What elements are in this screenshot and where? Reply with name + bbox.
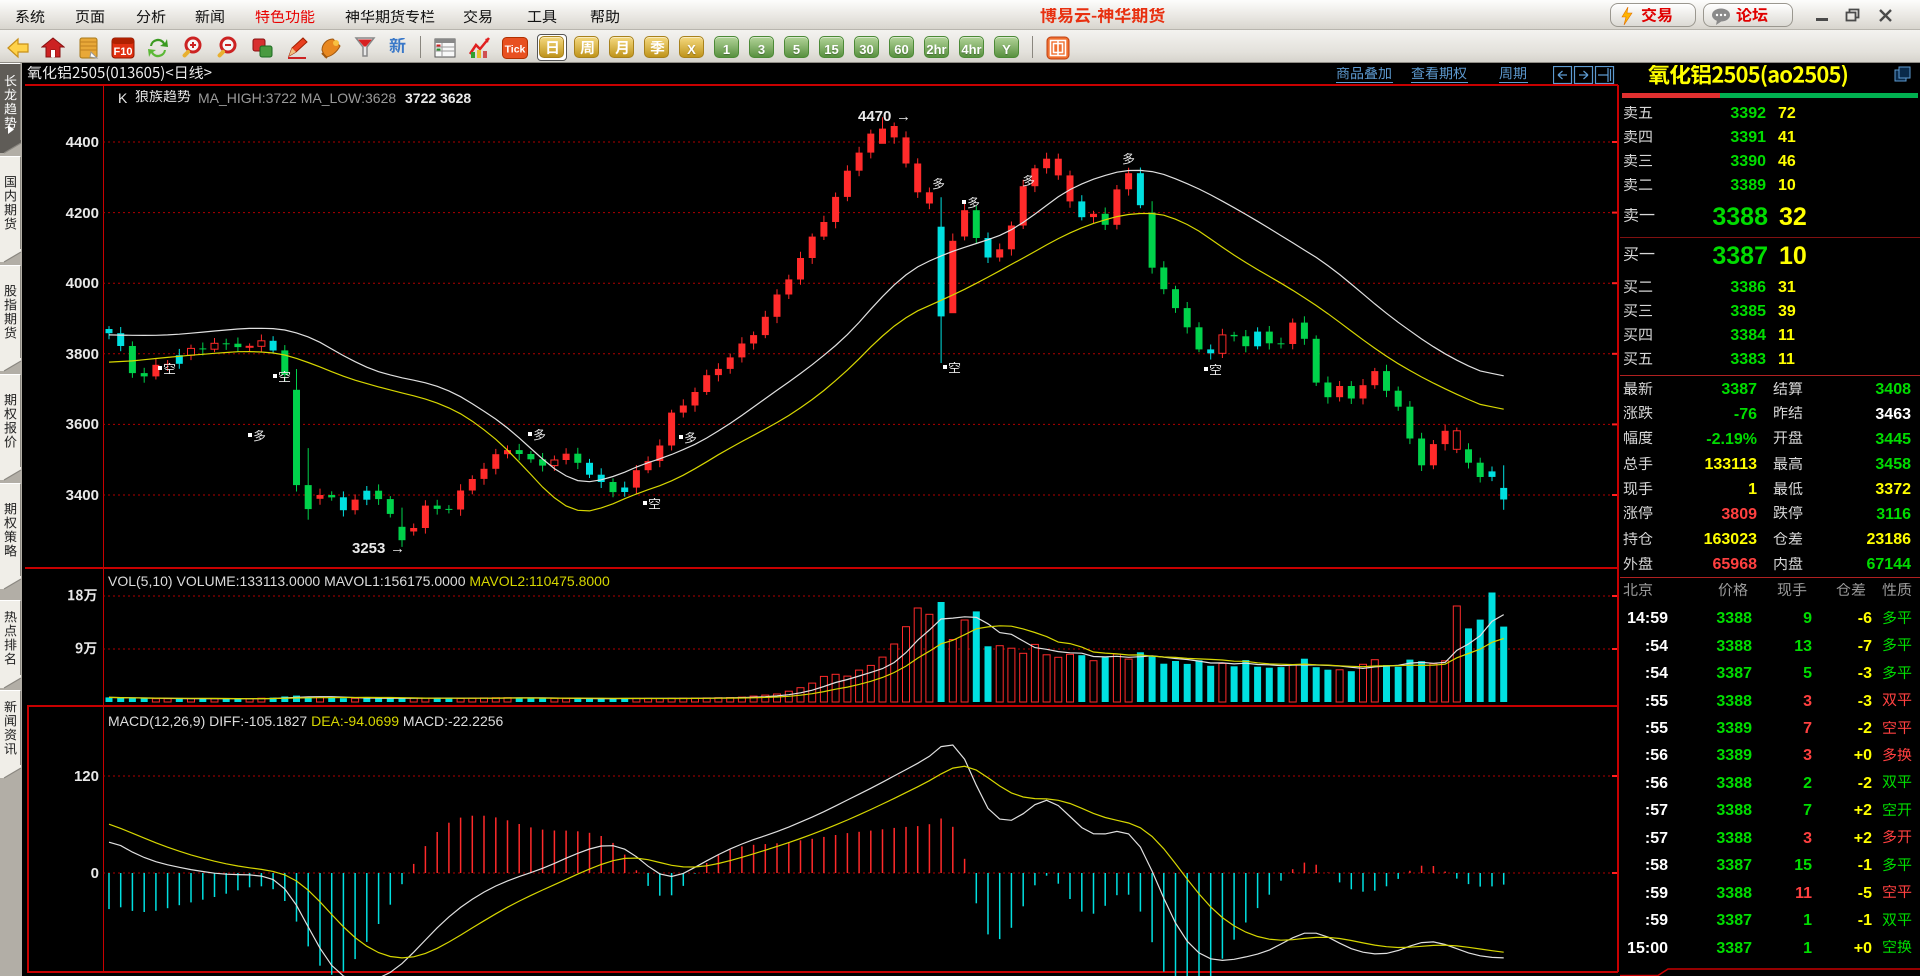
svg-text:Tick: Tick bbox=[505, 44, 526, 56]
svg-text:F10: F10 bbox=[114, 46, 133, 58]
